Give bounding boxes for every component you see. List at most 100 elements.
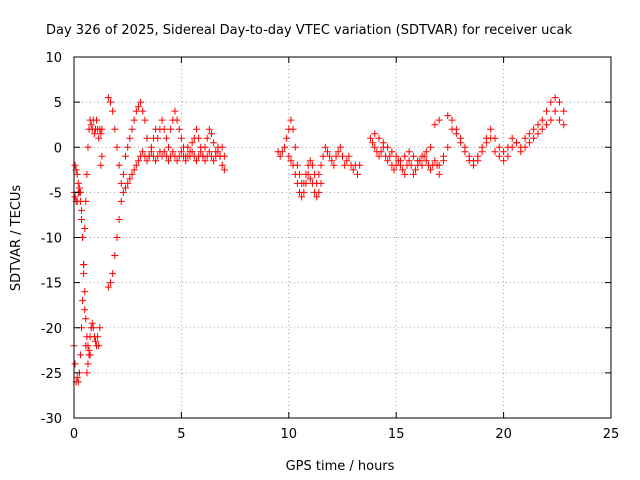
data-point — [302, 179, 310, 187]
data-point — [418, 161, 426, 169]
x-tick-label: 5 — [177, 427, 185, 442]
data-point — [85, 346, 93, 354]
data-point — [396, 157, 404, 165]
data-point — [414, 157, 422, 165]
data-point — [278, 148, 286, 156]
data-point — [306, 157, 314, 165]
data-point — [534, 130, 542, 138]
data-point — [409, 170, 417, 178]
series-evening-arc — [274, 116, 364, 187]
data-point — [126, 175, 134, 183]
data-point — [141, 116, 149, 124]
data-point — [169, 148, 177, 156]
data-point — [341, 161, 349, 169]
data-point — [555, 98, 563, 106]
data-point — [154, 134, 162, 142]
y-tick-labels: -30 -25 -20 -15 -10 -5 0 5 10 — [41, 51, 62, 427]
data-point — [79, 297, 87, 305]
data-point — [117, 197, 125, 205]
data-point — [113, 143, 121, 151]
y-tick-label: -5 — [49, 186, 62, 201]
data-point — [98, 125, 106, 133]
data-point — [95, 134, 103, 142]
data-point — [71, 360, 79, 368]
data-point — [543, 107, 551, 115]
data-markers — [70, 94, 568, 386]
data-point — [517, 148, 525, 156]
data-point — [321, 143, 329, 151]
data-point — [80, 261, 88, 269]
x-tick-label: 25 — [603, 427, 620, 442]
y-tick-label: -15 — [41, 277, 62, 292]
x-tick-label: 0 — [70, 427, 78, 442]
data-point — [97, 161, 105, 169]
data-point — [444, 143, 452, 151]
data-point — [308, 179, 316, 187]
data-point — [418, 152, 426, 160]
data-point — [334, 148, 342, 156]
data-point — [315, 188, 323, 196]
data-point — [173, 116, 181, 124]
data-point — [95, 342, 103, 350]
data-point — [81, 288, 89, 296]
data-point — [392, 152, 400, 160]
data-point — [547, 116, 555, 124]
data-point — [300, 188, 308, 196]
data-point — [435, 170, 443, 178]
data-point — [83, 170, 91, 178]
data-point — [207, 130, 215, 138]
data-point — [192, 157, 200, 165]
data-point — [379, 139, 387, 147]
data-point — [323, 148, 331, 156]
data-point — [431, 157, 439, 165]
data-point — [354, 170, 362, 178]
data-point — [73, 373, 81, 381]
data-point — [104, 94, 112, 102]
data-point — [74, 378, 82, 386]
data-point — [560, 121, 568, 129]
data-point — [377, 148, 385, 156]
data-point — [171, 107, 179, 115]
data-point — [87, 121, 95, 129]
data-point — [81, 224, 89, 232]
data-point — [177, 148, 185, 156]
data-point — [197, 148, 205, 156]
data-point — [96, 324, 104, 332]
data-point — [111, 125, 119, 133]
data-point — [91, 337, 99, 345]
data-point — [130, 166, 138, 174]
data-point — [386, 152, 394, 160]
data-point — [167, 125, 175, 133]
data-point — [551, 107, 559, 115]
data-point — [111, 252, 119, 260]
data-point — [89, 324, 97, 332]
data-point — [328, 157, 336, 165]
data-point — [422, 157, 430, 165]
data-point — [491, 148, 499, 156]
data-point — [117, 179, 125, 187]
data-point — [427, 143, 435, 151]
data-point — [201, 157, 209, 165]
data-point — [220, 166, 228, 174]
data-point — [107, 98, 115, 106]
data-point — [201, 143, 209, 151]
data-point — [160, 125, 168, 133]
data-point — [276, 152, 284, 160]
data-point — [205, 125, 213, 133]
data-point — [160, 148, 168, 156]
data-point — [184, 143, 192, 151]
data-point — [126, 134, 134, 142]
x-tick-label: 15 — [388, 427, 405, 442]
data-point — [439, 152, 447, 160]
data-point — [84, 342, 92, 350]
data-point — [79, 234, 87, 241]
data-point — [349, 166, 357, 174]
data-point — [216, 152, 224, 160]
data-point — [508, 134, 516, 142]
y-tick-label: 5 — [54, 96, 62, 111]
data-point — [134, 157, 142, 165]
data-point — [143, 134, 151, 142]
data-point — [124, 143, 132, 151]
data-point — [214, 148, 222, 156]
data-point — [76, 197, 84, 205]
